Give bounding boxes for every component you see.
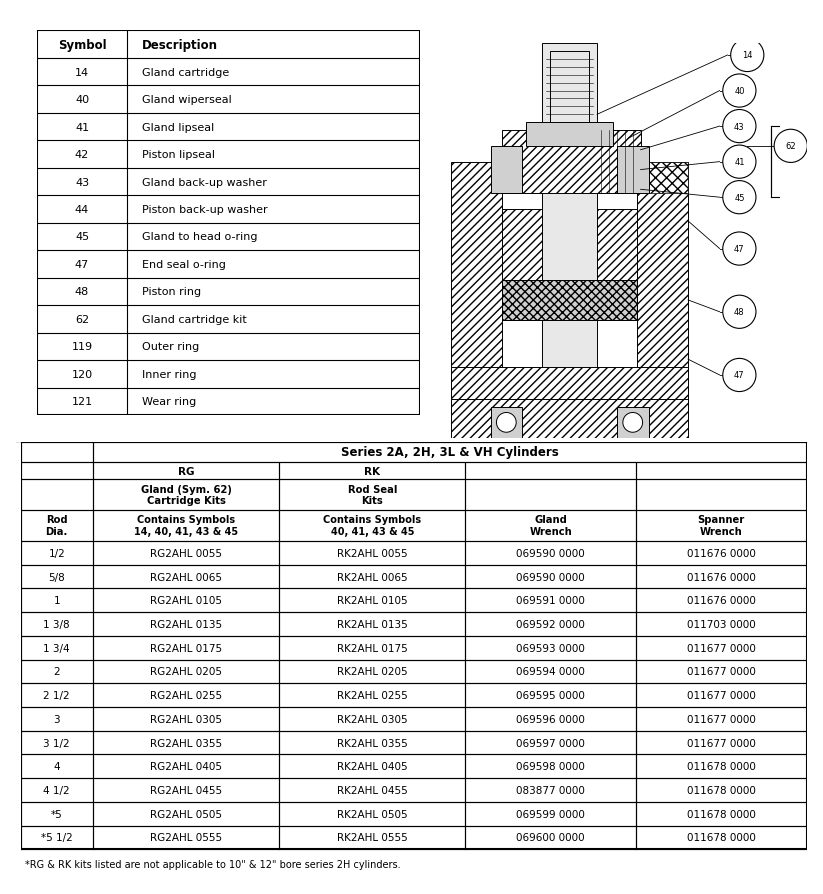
Text: Spanner
Wrench: Spanner Wrench xyxy=(698,515,745,536)
Text: *5: *5 xyxy=(51,809,63,819)
Text: 069593 0000: 069593 0000 xyxy=(516,643,585,653)
Text: Contains Symbols
14, 40, 41, 43 & 45: Contains Symbols 14, 40, 41, 43 & 45 xyxy=(134,515,238,536)
Text: 069594 0000: 069594 0000 xyxy=(516,667,585,677)
Text: 3: 3 xyxy=(53,714,60,724)
Bar xyxy=(491,407,522,439)
Text: 069592 0000: 069592 0000 xyxy=(516,620,585,629)
Bar xyxy=(542,44,597,439)
Text: 1: 1 xyxy=(53,595,60,605)
Text: RG2AHL 0305: RG2AHL 0305 xyxy=(150,714,222,724)
Bar xyxy=(637,163,688,194)
Text: RK2AHL 0405: RK2AHL 0405 xyxy=(337,762,407,772)
Text: 011677 0000: 011677 0000 xyxy=(687,667,756,677)
Text: 47: 47 xyxy=(734,245,745,254)
Circle shape xyxy=(774,131,807,164)
Text: Gland back-up washer: Gland back-up washer xyxy=(142,177,267,188)
Text: 43: 43 xyxy=(75,177,89,188)
Text: 2 1/2: 2 1/2 xyxy=(44,690,70,700)
Text: Series 2A, 2H, 3L & VH Cylinders: Series 2A, 2H, 3L & VH Cylinders xyxy=(341,446,559,459)
Text: 069595 0000: 069595 0000 xyxy=(516,690,585,700)
Text: Gland wiperseal: Gland wiperseal xyxy=(142,95,232,105)
Text: RG: RG xyxy=(178,466,194,476)
Text: 011678 0000: 011678 0000 xyxy=(687,785,756,795)
Bar xyxy=(502,131,640,194)
Circle shape xyxy=(623,413,643,433)
Text: 4: 4 xyxy=(53,762,60,772)
Text: RG2AHL 0505: RG2AHL 0505 xyxy=(150,809,222,819)
Text: RG2AHL 0455: RG2AHL 0455 xyxy=(150,785,222,795)
Bar xyxy=(502,210,542,320)
Circle shape xyxy=(723,359,756,392)
Text: 42: 42 xyxy=(75,150,89,160)
Text: 48: 48 xyxy=(75,287,89,297)
Text: Rod Seal
Kits: Rod Seal Kits xyxy=(347,484,397,506)
Text: Gland (Sym. 62)
Cartridge Kits: Gland (Sym. 62) Cartridge Kits xyxy=(141,484,231,506)
Text: 47: 47 xyxy=(75,259,89,270)
Text: RK2AHL 0255: RK2AHL 0255 xyxy=(337,690,407,700)
Text: Description: Description xyxy=(142,38,218,52)
Text: Inner ring: Inner ring xyxy=(142,369,197,380)
Text: RK2AHL 0355: RK2AHL 0355 xyxy=(337,738,407,747)
Bar xyxy=(617,407,649,439)
Circle shape xyxy=(496,413,516,433)
Text: 069598 0000: 069598 0000 xyxy=(516,762,585,772)
Text: 119: 119 xyxy=(72,342,92,352)
Text: RG2AHL 0205: RG2AHL 0205 xyxy=(150,667,222,677)
Text: 069590 0000: 069590 0000 xyxy=(516,548,585,558)
Text: RK: RK xyxy=(365,466,380,476)
Text: RG2AHL 0255: RG2AHL 0255 xyxy=(150,690,222,700)
Bar xyxy=(451,400,688,439)
Text: 14: 14 xyxy=(742,52,752,61)
Bar xyxy=(451,163,502,407)
Text: 069600 0000: 069600 0000 xyxy=(516,832,585,842)
Text: 62: 62 xyxy=(75,315,89,325)
Circle shape xyxy=(723,296,756,329)
Text: 44: 44 xyxy=(75,205,89,215)
Text: 011676 0000: 011676 0000 xyxy=(687,595,756,605)
Text: *5 1/2: *5 1/2 xyxy=(41,832,72,842)
Text: 2: 2 xyxy=(53,667,60,677)
Text: 083877 0000: 083877 0000 xyxy=(516,785,585,795)
Text: 011678 0000: 011678 0000 xyxy=(687,809,756,819)
Bar xyxy=(491,147,522,194)
Text: Gland
Wrench: Gland Wrench xyxy=(529,515,572,536)
Text: Piston lipseal: Piston lipseal xyxy=(142,150,216,160)
Text: 121: 121 xyxy=(72,397,92,407)
Text: 011676 0000: 011676 0000 xyxy=(687,548,756,558)
Text: 41: 41 xyxy=(734,158,745,167)
Text: 62: 62 xyxy=(785,142,796,151)
Text: Outer ring: Outer ring xyxy=(142,342,199,352)
Text: 120: 120 xyxy=(72,369,92,380)
Bar xyxy=(550,52,589,131)
Text: 069596 0000: 069596 0000 xyxy=(516,714,585,724)
Circle shape xyxy=(723,146,756,179)
Text: 45: 45 xyxy=(734,193,745,202)
Text: RK2AHL 0105: RK2AHL 0105 xyxy=(337,595,407,605)
Text: 41: 41 xyxy=(75,122,89,132)
Text: 011676 0000: 011676 0000 xyxy=(687,572,756,582)
Text: Gland lipseal: Gland lipseal xyxy=(142,122,215,132)
Text: 011677 0000: 011677 0000 xyxy=(687,690,756,700)
Text: RK2AHL 0555: RK2AHL 0555 xyxy=(337,832,407,842)
Circle shape xyxy=(731,39,764,72)
Bar xyxy=(526,123,613,147)
Text: RG2AHL 0055: RG2AHL 0055 xyxy=(150,548,222,558)
Text: 1 3/4: 1 3/4 xyxy=(44,643,70,653)
Bar xyxy=(597,210,637,320)
Text: Symbol: Symbol xyxy=(58,38,106,52)
Text: 43: 43 xyxy=(734,122,745,131)
Text: Piston back-up washer: Piston back-up washer xyxy=(142,205,268,215)
Text: RK2AHL 0455: RK2AHL 0455 xyxy=(337,785,407,795)
Text: 40: 40 xyxy=(734,87,745,96)
Text: 5/8: 5/8 xyxy=(49,572,65,582)
Text: RK2AHL 0135: RK2AHL 0135 xyxy=(337,620,407,629)
Text: RK2AHL 0505: RK2AHL 0505 xyxy=(337,809,407,819)
Circle shape xyxy=(723,232,756,266)
Text: 069599 0000: 069599 0000 xyxy=(516,809,585,819)
Bar xyxy=(617,147,649,194)
Text: 47: 47 xyxy=(734,371,745,380)
Text: RG2AHL 0175: RG2AHL 0175 xyxy=(150,643,222,653)
Text: 1 3/8: 1 3/8 xyxy=(44,620,70,629)
Text: 45: 45 xyxy=(75,232,89,242)
Text: 14: 14 xyxy=(75,67,89,78)
